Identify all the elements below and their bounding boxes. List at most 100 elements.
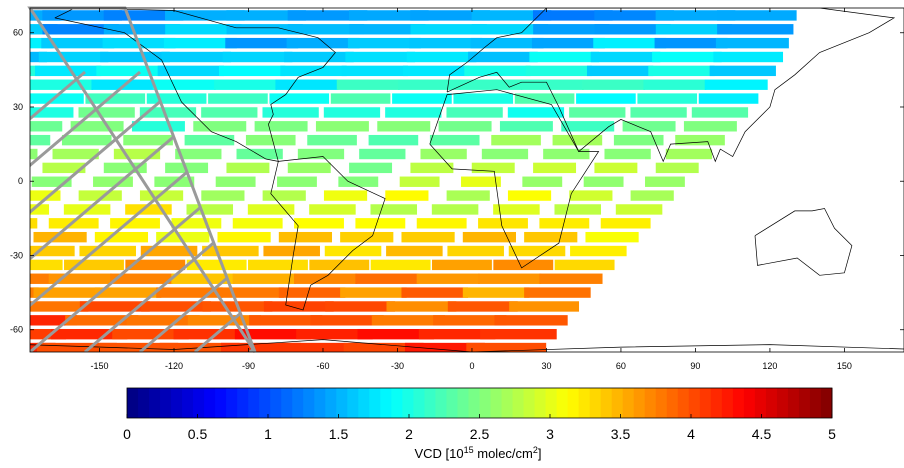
hatch-line (139, 70, 255, 352)
swath-segment (665, 148, 713, 160)
swath-segment (385, 107, 442, 118)
swath-segment (30, 328, 67, 340)
colorbar-swatch (314, 388, 326, 418)
swath-segment (30, 287, 39, 298)
swath-segment (341, 65, 408, 77)
swath-segment (520, 79, 584, 90)
swath-segment (524, 287, 591, 298)
swath-segment (531, 37, 605, 49)
swath-segment (368, 134, 419, 146)
colorbar-label: VCD [1015 molec/cm2] (414, 445, 541, 461)
swath-segment (94, 231, 149, 243)
colorbar-swatch (776, 388, 789, 418)
swath-segment (323, 190, 368, 201)
swath-segment (0, 329, 5, 339)
swath-segment (103, 24, 181, 35)
colorbar-swatch (523, 388, 536, 418)
swath-segment (35, 65, 102, 77)
colorbar-swatch (171, 388, 183, 418)
swath-segment (524, 231, 578, 243)
swath-segment (163, 37, 237, 49)
swath-segment (0, 301, 27, 311)
swath-segment (30, 79, 32, 90)
colorbar: 0 0.5 1 1.5 2 2.5 3 3.5 4 4.5 5 (123, 387, 836, 442)
swath-segment (30, 259, 63, 271)
swath-segment (325, 301, 396, 312)
swath-segment (110, 273, 174, 284)
x-tick-label: 90 (690, 361, 700, 371)
swath-segment (141, 301, 212, 312)
swath-segment (462, 287, 530, 298)
colorbar-swatch (688, 388, 701, 418)
swath-segment (655, 162, 699, 174)
label-superscript: 2 (533, 445, 538, 455)
swath-segment (349, 162, 393, 174)
colorbar-swatch (578, 388, 591, 418)
swath-segment (61, 134, 112, 146)
swath-segment (715, 37, 789, 49)
swath-segment (494, 315, 568, 326)
swath-segment (140, 245, 198, 257)
swath-segment (507, 107, 565, 118)
swath-segment (583, 176, 624, 187)
swath-segment (385, 190, 429, 201)
swath-segment (125, 259, 186, 271)
swath-segment (349, 24, 426, 35)
swath-segment (471, 162, 515, 174)
swath-segment (70, 121, 124, 132)
swath-segment (297, 148, 345, 160)
colorbar-swatch (391, 388, 403, 418)
swath-segment (171, 273, 235, 284)
x-tick-label: -150 (91, 361, 109, 371)
swath-segment (309, 259, 370, 271)
colorbar-swatch (809, 388, 822, 418)
swath-segment (713, 51, 784, 63)
swath-segment (30, 204, 50, 215)
swath-segment (156, 287, 223, 298)
x-tick-label: 120 (762, 361, 777, 371)
swath-segment (409, 37, 483, 49)
swath-segment (470, 37, 544, 49)
swath-segment (340, 231, 394, 243)
swath-segment (33, 287, 101, 298)
swath-segment (594, 162, 638, 174)
swath-segment (347, 37, 421, 49)
swath-segment (245, 134, 296, 146)
swath-segment (459, 79, 523, 90)
colorbar-swatch (479, 388, 492, 418)
swath-segment (359, 148, 406, 160)
colorbar-tick-label: 2 (405, 426, 413, 442)
colorbar-swatch (182, 388, 194, 418)
label-text: ] (538, 446, 542, 461)
swath-segment (220, 342, 301, 352)
colorbar-swatch (468, 388, 480, 418)
swath-segment (284, 51, 354, 63)
colorbar-swatch (138, 388, 150, 418)
colorbar-swatch (556, 388, 569, 418)
swath-segment (615, 204, 663, 215)
swath-segment (691, 107, 749, 118)
swath-segment (386, 245, 443, 257)
swath-segment (42, 24, 119, 35)
colorbar-swatch (534, 388, 547, 418)
swath-segment (338, 176, 379, 187)
swath-segment (539, 273, 603, 284)
swath-segment (30, 315, 78, 326)
swath-segment (201, 190, 245, 201)
swath-segment (65, 315, 139, 326)
swath-segment (480, 328, 557, 340)
label-superscript: 15 (464, 445, 474, 455)
swath-segment (429, 134, 480, 146)
swath-segment (493, 259, 554, 271)
swath-segment (594, 24, 671, 35)
swath-segment (262, 107, 319, 118)
swath-segment (716, 10, 797, 21)
swath-segment (30, 148, 38, 160)
x-tick-label: 150 (837, 361, 852, 371)
colorbar-swatch (325, 388, 337, 418)
swath-segment (262, 190, 306, 201)
swath-segment (215, 176, 256, 187)
swath-segment (652, 51, 722, 63)
swath-segment (648, 65, 715, 77)
swath-segment (466, 342, 547, 352)
